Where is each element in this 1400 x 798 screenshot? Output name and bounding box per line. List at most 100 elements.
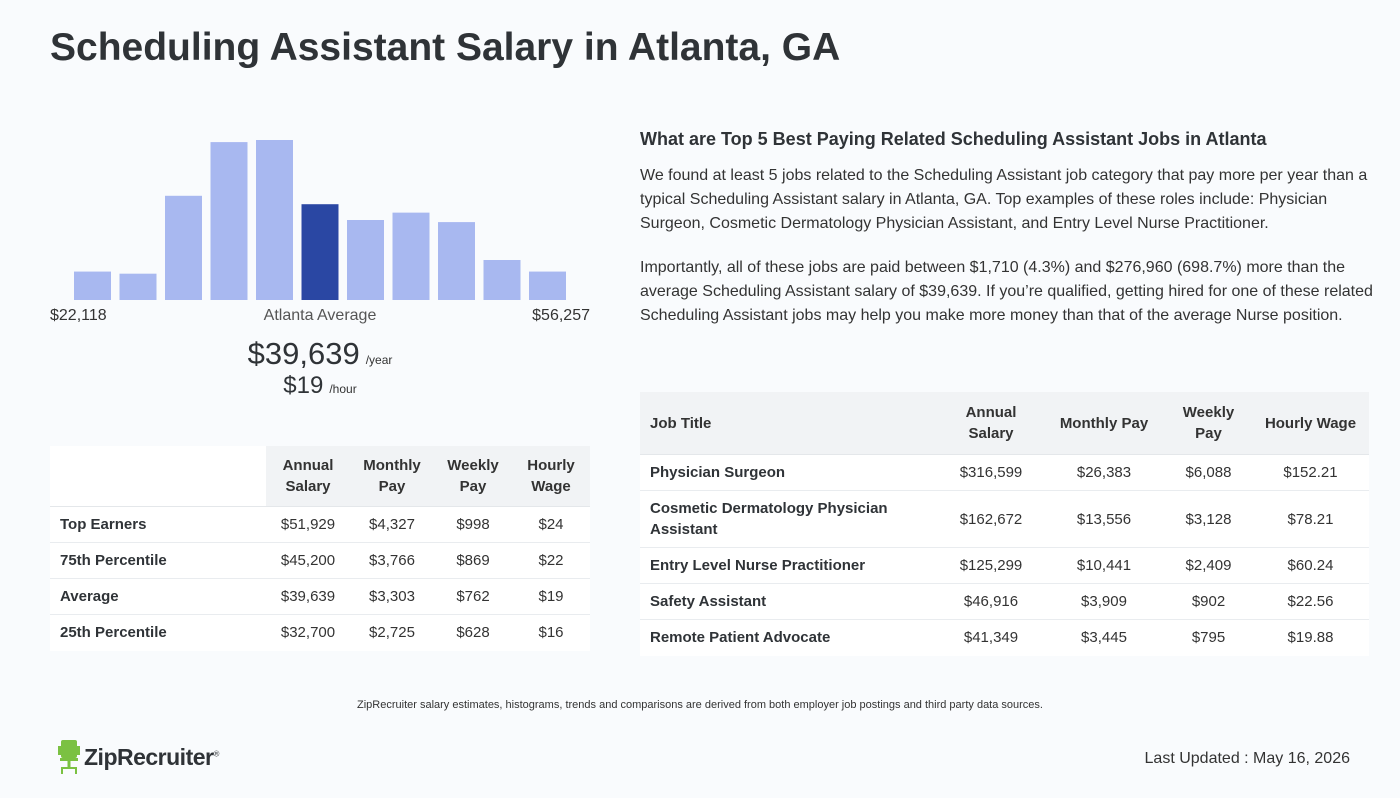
table-row: Cosmetic Dermatology Physician Assistant…	[640, 490, 1369, 548]
percentile-table: Annual Salary Monthly Pay Weekly Pay Hou…	[50, 446, 590, 651]
header-job-title: Job Title	[640, 392, 939, 455]
related-jobs-paragraph-2: Importantly, all of these jobs are paid …	[640, 259, 1373, 324]
average-hourly: $19/hour	[50, 372, 590, 400]
histogram-bar	[347, 220, 384, 300]
histogram-bar-average	[301, 204, 339, 300]
monthly-pay-cell: $3,445	[1043, 619, 1165, 656]
annual-salary-cell: $162,672	[939, 490, 1043, 548]
histogram-bar	[74, 271, 111, 300]
histogram-bar	[392, 212, 430, 300]
weekly-pay-cell: $2,409	[1165, 547, 1252, 584]
hourly-wage-cell: $19.88	[1252, 619, 1369, 656]
related-jobs-paragraph-1: We found at least 5 jobs related to the …	[640, 167, 1368, 232]
monthly-pay-cell: $4,327	[350, 506, 434, 543]
related-jobs-heading: What are Top 5 Best Paying Related Sched…	[640, 129, 1267, 149]
hourly-wage-cell: $22	[512, 542, 590, 579]
job-title-cell: Remote Patient Advocate	[640, 619, 939, 656]
histogram-max-label: $56,257	[532, 307, 590, 324]
hourly-wage-cell: $24	[512, 506, 590, 543]
row-label: Top Earners	[50, 506, 266, 543]
table-row: Physician Surgeon $316,599 $26,383 $6,08…	[640, 454, 1369, 491]
weekly-pay-cell: $628	[434, 614, 512, 651]
average-hourly-unit: /hour	[329, 382, 357, 396]
related-jobs-table-header: Job Title Annual Salary Monthly Pay Week…	[640, 392, 1369, 455]
weekly-pay-cell: $902	[1165, 583, 1252, 620]
last-updated: Last Updated : May 16, 2026	[1144, 750, 1350, 767]
annual-salary-cell: $125,299	[939, 547, 1043, 584]
monthly-pay-cell: $10,441	[1043, 547, 1165, 584]
salary-histogram	[50, 120, 590, 300]
job-title-cell: Cosmetic Dermatology Physician Assistant	[640, 490, 939, 548]
hourly-wage-cell: $78.21	[1252, 490, 1369, 548]
annual-salary-cell: $41,349	[939, 619, 1043, 656]
header-monthly-pay: Monthly Pay	[350, 446, 434, 507]
ziprecruiter-logo[interactable]: ZipRecruiter®	[58, 740, 219, 774]
annual-salary-cell: $39,639	[266, 578, 350, 615]
weekly-pay-cell: $6,088	[1165, 454, 1252, 491]
weekly-pay-cell: $3,128	[1165, 490, 1252, 548]
header-hourly-wage: Hourly Wage	[512, 446, 590, 507]
header-weekly-pay: Weekly Pay	[434, 446, 512, 507]
job-title-cell: Safety Assistant	[640, 583, 939, 620]
annual-salary-cell: $45,200	[266, 542, 350, 579]
header-hourly-wage: Hourly Wage	[1252, 392, 1369, 455]
average-hourly-value: $19	[283, 372, 324, 399]
average-yearly-value: $39,639	[247, 336, 360, 371]
histogram-bar	[483, 260, 521, 300]
header-blank	[50, 446, 266, 507]
monthly-pay-cell: $3,303	[350, 578, 434, 615]
annual-salary-cell: $316,599	[939, 454, 1043, 491]
logo-wordmark: ZipRecruiter®	[84, 744, 219, 771]
weekly-pay-cell: $998	[434, 506, 512, 543]
hourly-wage-cell: $22.56	[1252, 583, 1369, 620]
table-row: 25th Percentile $32,700 $2,725 $628 $16	[50, 614, 590, 651]
registered-mark: ®	[213, 748, 219, 758]
histogram-bar	[438, 222, 475, 300]
chair-icon	[58, 740, 80, 774]
histogram-bar	[529, 271, 566, 300]
page-title: Scheduling Assistant Salary in Atlanta, …	[50, 26, 841, 69]
table-row: Safety Assistant $46,916 $3,909 $902 $22…	[640, 583, 1369, 620]
histogram-svg	[74, 140, 566, 300]
histogram-bar	[119, 273, 157, 300]
average-yearly: $39,639/year	[50, 336, 590, 372]
monthly-pay-cell: $3,909	[1043, 583, 1165, 620]
annual-salary-cell: $46,916	[939, 583, 1043, 620]
table-row: Average $39,639 $3,303 $762 $19	[50, 578, 590, 615]
header-weekly-pay: Weekly Pay	[1165, 392, 1252, 455]
histogram-min-label: $22,118	[50, 307, 107, 324]
histogram-bar	[165, 195, 202, 300]
related-jobs-table: Job Title Annual Salary Monthly Pay Week…	[640, 392, 1369, 656]
histogram-range: Atlanta Average $22,118 $56,257	[50, 307, 590, 327]
row-label: 75th Percentile	[50, 542, 266, 579]
hourly-wage-cell: $60.24	[1252, 547, 1369, 584]
annual-salary-cell: $51,929	[266, 506, 350, 543]
logo-name: ZipRecruiter	[84, 743, 214, 770]
weekly-pay-cell: $869	[434, 542, 512, 579]
percentile-table-header: Annual Salary Monthly Pay Weekly Pay Hou…	[50, 446, 590, 507]
table-row: Entry Level Nurse Practitioner $125,299 …	[640, 547, 1369, 584]
hourly-wage-cell: $19	[512, 578, 590, 615]
header-monthly-pay: Monthly Pay	[1043, 392, 1165, 455]
job-title-cell: Physician Surgeon	[640, 454, 939, 491]
average-yearly-unit: /year	[365, 353, 393, 367]
weekly-pay-cell: $762	[434, 578, 512, 615]
weekly-pay-cell: $795	[1165, 619, 1252, 656]
data-source-disclaimer: ZipRecruiter salary estimates, histogram…	[357, 699, 1043, 711]
table-row: Top Earners $51,929 $4,327 $998 $24	[50, 506, 590, 543]
monthly-pay-cell: $26,383	[1043, 454, 1165, 491]
histogram-bar	[210, 142, 248, 300]
monthly-pay-cell: $13,556	[1043, 490, 1165, 548]
hourly-wage-cell: $152.21	[1252, 454, 1369, 491]
table-row: Remote Patient Advocate $41,349 $3,445 $…	[640, 619, 1369, 656]
monthly-pay-cell: $3,766	[350, 542, 434, 579]
row-label: Average	[50, 578, 266, 615]
monthly-pay-cell: $2,725	[350, 614, 434, 651]
header-annual-salary: Annual Salary	[266, 446, 350, 507]
annual-salary-cell: $32,700	[266, 614, 350, 651]
histogram-bar	[256, 140, 293, 300]
table-row: 75th Percentile $45,200 $3,766 $869 $22	[50, 542, 590, 579]
header-annual-salary: Annual Salary	[939, 392, 1043, 455]
hourly-wage-cell: $16	[512, 614, 590, 651]
row-label: 25th Percentile	[50, 614, 266, 651]
